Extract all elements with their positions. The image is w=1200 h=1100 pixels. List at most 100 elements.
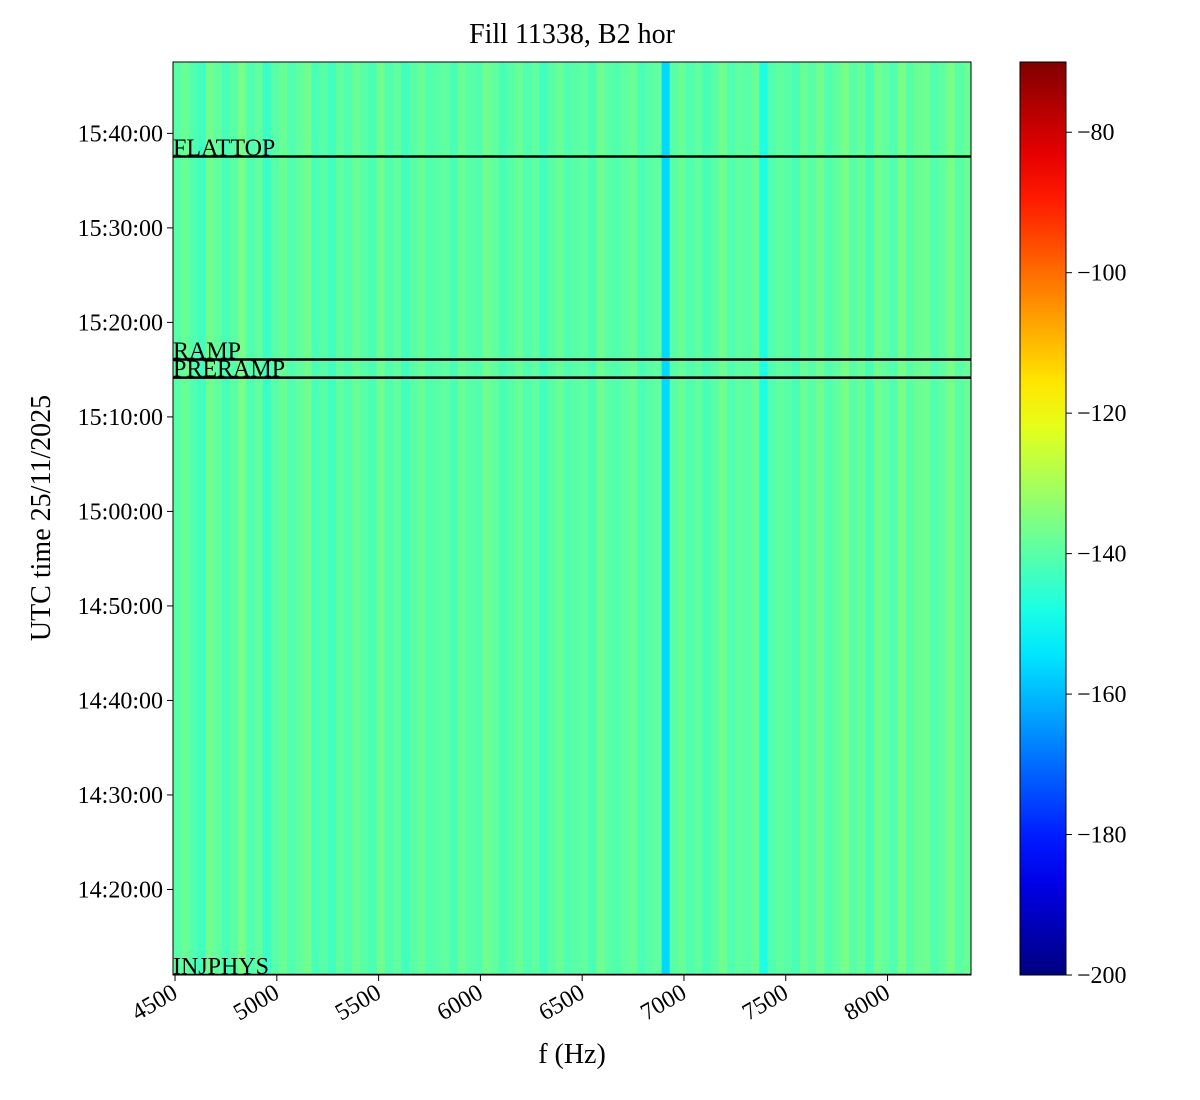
heatmap-column [433, 62, 443, 975]
heatmap-column [205, 62, 215, 975]
heatmap-column [669, 62, 679, 975]
heatmap-column [702, 62, 711, 975]
heatmap-column [596, 62, 605, 975]
heatmap-column [181, 62, 190, 975]
heatmap-column [547, 62, 557, 975]
heatmap [173, 62, 971, 975]
heatmap-column [515, 62, 524, 975]
heatmap-column [612, 62, 622, 975]
heatmap-column [523, 62, 532, 975]
x-tick-label: 8000 [840, 980, 895, 1027]
heatmap-column [344, 62, 353, 975]
colorbar-tick-label: −100 [1077, 261, 1127, 287]
heatmap-column [409, 62, 418, 975]
y-tick-label: 15:30:00 [78, 216, 163, 242]
heatmap-column [425, 62, 434, 975]
heatmap-column [506, 62, 516, 975]
heatmap-column [319, 62, 329, 975]
colorbar-tick-label: −80 [1077, 120, 1115, 146]
heatmap-column [376, 62, 386, 975]
heatmap-column [954, 62, 964, 975]
heatmap-column [189, 62, 198, 975]
heatmap-column [686, 62, 695, 975]
heatmap-column [710, 62, 719, 975]
heatmap-column [197, 62, 206, 975]
heatmap-column [905, 62, 915, 975]
x-tick-label: 5500 [331, 980, 386, 1027]
y-tick-label: 14:50:00 [78, 594, 163, 620]
y-tick-label: 15:10:00 [78, 405, 163, 431]
x-tick-label: 5000 [229, 980, 284, 1027]
colorbar-tick-label: −180 [1077, 823, 1127, 849]
heatmap-column [824, 62, 833, 975]
event-label: PRERAMP [173, 357, 285, 383]
heatmap-column [783, 62, 793, 975]
heatmap-column [368, 62, 377, 975]
heatmap-column [637, 62, 646, 975]
colorbar [1019, 61, 1067, 976]
heatmap-column [262, 62, 272, 975]
y-tick-label: 14:30:00 [78, 783, 163, 809]
event-label: INJPHYS [173, 954, 269, 980]
heatmap-column [889, 62, 899, 975]
heatmap-column [303, 62, 312, 975]
heatmap-column [588, 62, 597, 975]
heatmap-column [449, 62, 459, 975]
colorbar-tick-label: −120 [1077, 401, 1127, 427]
heatmap-column [417, 62, 426, 975]
heatmap-column [531, 62, 540, 975]
heatmap-column [572, 62, 581, 975]
heatmap-column [335, 62, 345, 975]
heatmap-column [816, 62, 825, 975]
heatmap-column [897, 62, 907, 975]
heatmap-column [620, 62, 630, 975]
heatmap-column [555, 62, 565, 975]
heatmap-column [791, 62, 801, 975]
colorbar-tick-label: −140 [1077, 542, 1127, 568]
heatmap-column [922, 62, 931, 975]
heatmap-column [580, 62, 589, 975]
heatmap-column [726, 62, 736, 975]
heatmap-column [287, 62, 296, 975]
heatmap-column [930, 62, 939, 975]
heatmap-column [474, 62, 483, 975]
chart-title: Fill 11338, B2 hor [469, 19, 676, 50]
heatmap-column [832, 62, 842, 975]
y-tick-label: 15:00:00 [78, 499, 163, 525]
heatmap-column [661, 62, 671, 975]
heatmap-column [173, 62, 182, 975]
y-tick-label: 14:40:00 [78, 688, 163, 714]
x-tick-label: 4500 [127, 980, 182, 1027]
heatmap-column [873, 62, 882, 975]
heatmap-column [914, 62, 923, 975]
x-axis-label: f (Hz) [538, 1039, 606, 1070]
heatmap-column [743, 62, 752, 975]
heatmap-column [734, 62, 744, 975]
heatmap-column [539, 62, 548, 975]
heatmap-column [384, 62, 394, 975]
heatmap-column [246, 62, 255, 975]
heatmap-column [962, 62, 971, 975]
heatmap-column [759, 62, 768, 975]
heatmap-column [360, 62, 369, 975]
heatmap-column [865, 62, 874, 975]
colorbar-tick-label: −200 [1077, 963, 1127, 989]
heatmap-column [327, 62, 337, 975]
x-tick-label: 6000 [433, 980, 488, 1027]
heatmap-column [238, 62, 247, 975]
heatmap-column [311, 62, 320, 975]
heatmap-column [352, 62, 361, 975]
heatmap-column [490, 62, 500, 975]
y-tick-label: 15:40:00 [78, 121, 163, 147]
heatmap-column [441, 62, 451, 975]
heatmap-column [840, 62, 850, 975]
heatmap-column [848, 62, 858, 975]
heatmap-column [751, 62, 760, 975]
heatmap-column [677, 62, 687, 975]
heatmap-column [254, 62, 263, 975]
x-tick-label: 6500 [535, 980, 590, 1027]
heatmap-column [278, 62, 288, 975]
heatmap-column [653, 62, 662, 975]
heatmap-column [767, 62, 776, 975]
